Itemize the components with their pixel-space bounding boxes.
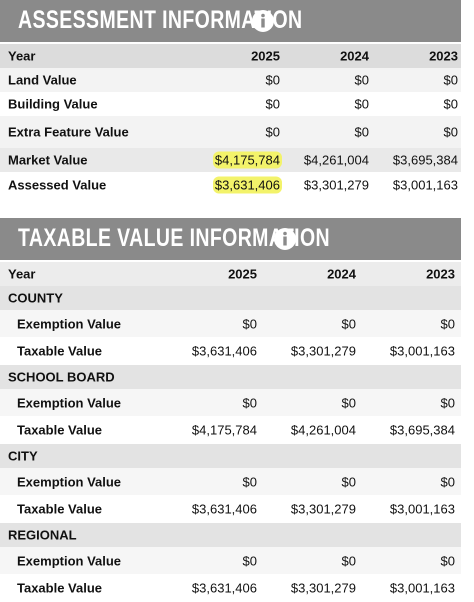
cell-text: $0	[341, 395, 356, 410]
cell-text: Assessed Value	[8, 177, 107, 192]
cell-text: 2025	[251, 48, 280, 64]
cell-text: Taxable Value	[17, 501, 103, 517]
cell-text: Exemption Value	[17, 395, 122, 410]
table-row: Land Value $0 $0 $0	[0, 68, 461, 92]
table-row: Taxable Value $3,631,406 $3,301,279 $3,001,…	[0, 574, 461, 602]
cell-text: $0	[242, 474, 257, 489]
cell-text: 2023	[426, 266, 455, 282]
cell-text: Taxable Value	[17, 580, 103, 596]
cell-text: $3,301,279	[290, 343, 356, 359]
cell-text: $0	[443, 124, 458, 140]
table-row: Year 2025 2024 2023	[0, 262, 461, 286]
cell-text: SCHOOL BOARD	[8, 369, 115, 385]
cell-text: $3,631,406	[191, 580, 257, 596]
table-row: Exemption Value $0 $0 $0	[0, 547, 461, 574]
cell-text: Year	[8, 266, 36, 282]
cell-text: $0	[341, 316, 356, 331]
cell-text: $3,695,384	[389, 422, 455, 438]
cell-text: $3,301,279	[290, 501, 356, 517]
table-row: Exemption Value $0 $0 $0	[0, 310, 461, 337]
cell-text: $0	[265, 124, 280, 140]
table-row: Extra Feature Value $0 $0 $0	[0, 116, 461, 148]
cell-text: 2023	[429, 48, 458, 64]
cell-text: $0	[265, 96, 280, 112]
cell-text: $4,175,784	[212, 151, 282, 169]
cell-text: $0	[440, 316, 455, 331]
cell-text: $0	[440, 553, 455, 568]
cell-text: $0	[354, 124, 369, 140]
cell-text: $0	[242, 553, 257, 568]
cell-text: Building Value	[8, 96, 98, 112]
table-row: SCHOOL BOARD	[0, 365, 461, 389]
cell-text: $0	[440, 395, 455, 410]
cell-text: Exemption Value	[17, 474, 122, 489]
table-row: Taxable Value $3,631,406 $3,301,279 $3,001,…	[0, 495, 461, 523]
cell-text: Extra Feature Value	[8, 124, 129, 140]
cell-text: Exemption Value	[17, 316, 122, 331]
cell-text: 2024	[327, 266, 356, 282]
cell-text: Taxable Value	[17, 422, 103, 438]
cell-text: $3,631,406	[212, 176, 282, 193]
cell-text: $0	[341, 553, 356, 568]
cell-text: 2025	[228, 266, 257, 282]
cell-text: $4,261,004	[290, 422, 356, 438]
cell-text: $3,301,279	[303, 177, 369, 192]
table-row: Exemption Value $0 $0 $0	[0, 468, 461, 495]
cell-text: $4,261,004	[303, 152, 369, 168]
cell-text: $0	[242, 316, 257, 331]
table-row: Market Value $4,175,784 $4,261,004 $3,695,3…	[0, 148, 461, 172]
table-row: Exemption Value $0 $0 $0	[0, 389, 461, 416]
cell-text: $3,001,163	[389, 580, 455, 596]
cell-text: $3,631,406	[191, 343, 257, 359]
cell-text: Exemption Value	[17, 553, 122, 568]
cell-text: $3,001,163	[389, 501, 455, 517]
cell-text: $0	[354, 96, 369, 112]
cell-text: CITY	[8, 448, 38, 464]
table-row: REGIONAL	[0, 523, 461, 547]
section-header: TAXABLE VALUE INFORMATION	[0, 218, 461, 260]
cell-text: Land Value	[8, 72, 77, 88]
cell-text: $3,631,406	[191, 501, 257, 517]
cell-text: $0	[354, 72, 369, 88]
table-row: Building Value $0 $0 $0	[0, 92, 461, 116]
cell-text: $0	[440, 474, 455, 489]
table-row: CITY	[0, 444, 461, 468]
cell-text: $3,301,279	[290, 580, 356, 596]
taxable-section: TAXABLE VALUE INFORMATION Year 2025 2024 20…	[0, 218, 461, 602]
cell-text: $0	[265, 72, 280, 88]
section-header: ASSESSMENT INFORMATION	[0, 0, 461, 42]
cell-text: Market Value	[8, 152, 88, 168]
cell-text: Year	[8, 48, 36, 64]
info-icon[interactable]	[273, 227, 297, 251]
assessment-section: ASSESSMENT INFORMATION Year 2025 2024 2023 L…	[0, 0, 461, 197]
cell-text: Taxable Value	[17, 343, 103, 359]
cell-text: COUNTY	[8, 290, 63, 306]
cell-text: $3,695,384	[392, 152, 458, 168]
table-row: Taxable Value $4,175,784 $4,261,004 $3,695,…	[0, 416, 461, 444]
table-row: COUNTY	[0, 286, 461, 310]
cell-text: $0	[242, 395, 257, 410]
cell-text: $0	[341, 474, 356, 489]
table-row: Assessed Value $3,631,406 $3,301,279 $3,001…	[0, 172, 461, 197]
table-row: Year 2025 2024 2023	[0, 44, 461, 68]
cell-text: $4,175,784	[191, 422, 257, 438]
cell-text: REGIONAL	[8, 527, 77, 543]
cell-text: $0	[443, 96, 458, 112]
cell-text: $3,001,163	[389, 343, 455, 359]
cell-text: $0	[443, 72, 458, 88]
cell-text: 2024	[340, 48, 369, 64]
table-row: Taxable Value $3,631,406 $3,301,279 $3,001,…	[0, 337, 461, 365]
cell-text: $3,001,163	[392, 177, 458, 192]
info-icon[interactable]	[251, 9, 275, 33]
